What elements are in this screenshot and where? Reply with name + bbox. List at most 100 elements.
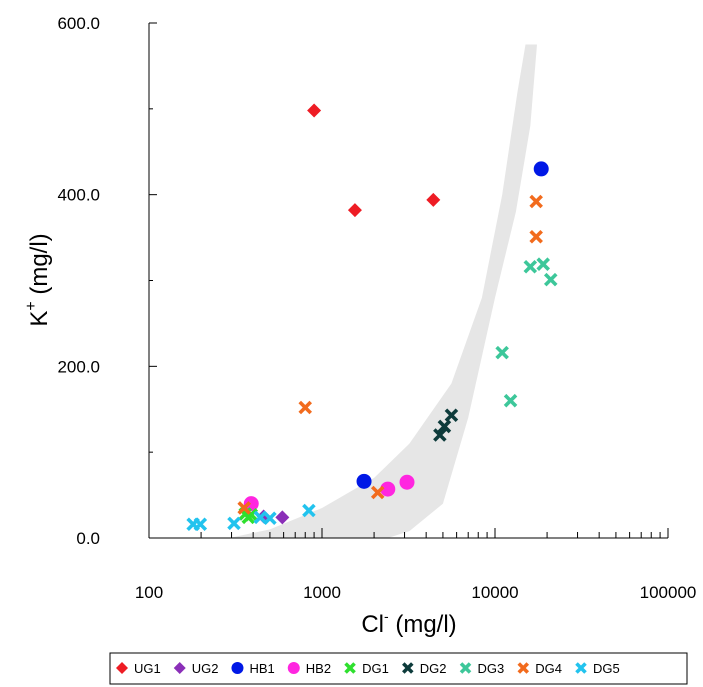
point-dg4-stroke-b: [370, 485, 385, 500]
y-tick-label: 600.0: [57, 14, 100, 33]
y-tick-label: 200.0: [57, 357, 100, 376]
x-axis-title: Cl- (mg/l): [361, 608, 456, 638]
legend-marker-dg3: [459, 662, 472, 674]
x-tick-label: 100: [135, 583, 163, 602]
legend-marker-dg5-stroke-b: [575, 662, 587, 674]
legend-label-hb1: HB1: [249, 661, 274, 676]
point-dg3-stroke-b: [523, 259, 538, 274]
legend-marker-hb1-shape: [231, 662, 244, 674]
series-hb2: [243, 474, 415, 512]
x-axis-title-unit: (mg/l): [389, 611, 457, 638]
legend-label-dg2: DG2: [420, 661, 447, 676]
legend-marker-dg5: [575, 662, 587, 674]
point-dg4: [370, 485, 385, 500]
point-ug1: [426, 192, 441, 207]
legend-marker-dg4: [517, 662, 530, 674]
point-ug1-shape: [307, 103, 322, 118]
point-hb2: [380, 481, 396, 497]
point-dg5-stroke-b: [193, 517, 208, 532]
legend-marker-ug1: [116, 662, 128, 674]
point-dg3: [503, 393, 518, 408]
legend-box: [109, 652, 688, 685]
point-dg3: [495, 345, 509, 360]
point-dg2: [433, 428, 447, 442]
point-dg3: [536, 257, 550, 271]
legend-label-ug2: UG2: [192, 661, 219, 676]
point-dg5-stroke-b: [302, 503, 316, 518]
legend-label-dg5: DG5: [593, 661, 620, 676]
point-hb2-shape: [243, 496, 259, 512]
point-dg5: [227, 516, 241, 531]
point-dg2-stroke-b: [444, 408, 459, 423]
point-dg4: [298, 400, 313, 415]
series-dg2: [433, 408, 459, 442]
point-dg3-stroke-b: [543, 272, 558, 287]
point-dg4-stroke-b: [298, 400, 313, 415]
point-hb2-shape: [399, 474, 415, 490]
legend-label-dg1: DG1: [362, 661, 389, 676]
legend-marker-ug1-shape: [116, 662, 128, 674]
point-hb2: [243, 496, 259, 512]
point-dg5-stroke-b: [263, 511, 277, 526]
tick-labels: 0.0 200.0 400.0 600.0 100 1000 10000 100000: [57, 14, 696, 602]
legend-marker-ug2-shape: [173, 662, 186, 674]
point-dg2-stroke-b: [433, 428, 447, 442]
legend-marker-ug2: [173, 662, 186, 674]
shaded-envelope: [229, 44, 537, 538]
point-ug2-shape: [275, 510, 290, 525]
legend-label-ug1: UG1: [134, 661, 161, 676]
x-tick-label: 10000: [471, 583, 518, 602]
point-dg4: [529, 229, 543, 244]
point-ug1-shape: [426, 192, 441, 207]
data-points: [186, 103, 558, 532]
point-dg5: [302, 503, 316, 518]
x-axis-title-main: Cl: [361, 611, 384, 638]
series-dg4: [237, 194, 543, 515]
legend-marker-dg4-stroke-b: [517, 662, 530, 674]
point-dg4-stroke-b: [529, 194, 543, 209]
series-dg5: [186, 503, 316, 532]
point-ug1: [307, 103, 322, 118]
legend-marker-dg3-stroke-b: [459, 662, 472, 674]
point-dg2: [437, 419, 452, 434]
legend-marker-hb2: [287, 662, 300, 674]
y-axis-title-sup: +: [23, 301, 40, 310]
point-ug1: [347, 203, 362, 218]
x-tick-label: 1000: [303, 583, 341, 602]
legend-marker-hb2-shape: [287, 662, 300, 674]
point-dg3-stroke-b: [536, 257, 550, 271]
point-dg5: [263, 511, 277, 526]
point-hb1: [356, 473, 372, 489]
legend: UG1 UG2 HB1 HB2 DG1 DG2 DG3 DG4 DG5: [109, 652, 688, 685]
y-axis-title-main: K: [26, 311, 53, 327]
y-axis-title: K+ (mg/l): [23, 233, 53, 326]
point-dg3-stroke-b: [503, 393, 518, 408]
point-dg3-stroke-b: [495, 345, 509, 360]
point-dg2-stroke-b: [437, 419, 452, 434]
series-hb1: [356, 161, 549, 489]
y-tick-label: 400.0: [57, 186, 100, 205]
y-axis-title-unit: (mg/l): [26, 233, 53, 301]
point-hb1-shape: [533, 161, 549, 177]
point-dg5: [193, 517, 208, 532]
point-dg4-stroke-b: [529, 229, 543, 244]
point-dg3: [523, 259, 538, 274]
legend-label-dg4: DG4: [535, 661, 562, 676]
point-dg1-stroke-b: [244, 508, 259, 522]
legend-marker-dg2: [402, 662, 414, 674]
point-hb2-shape: [380, 481, 396, 497]
legend-label-hb2: HB2: [306, 661, 331, 676]
point-dg4-stroke-b: [237, 501, 251, 515]
legend-marker-dg1-stroke-b: [344, 662, 356, 674]
point-hb1-shape: [356, 473, 372, 489]
legend-marker-dg1: [344, 662, 356, 674]
y-tick-label: 0.0: [76, 529, 100, 548]
point-dg5-stroke-b: [227, 516, 241, 531]
point-dg3: [543, 272, 558, 287]
shaded-envelope-layer: [229, 44, 537, 538]
series-ug1: [307, 103, 441, 218]
point-hb1: [533, 161, 549, 177]
x-axis-title-sup: -: [384, 608, 389, 624]
point-hb2: [399, 474, 415, 490]
